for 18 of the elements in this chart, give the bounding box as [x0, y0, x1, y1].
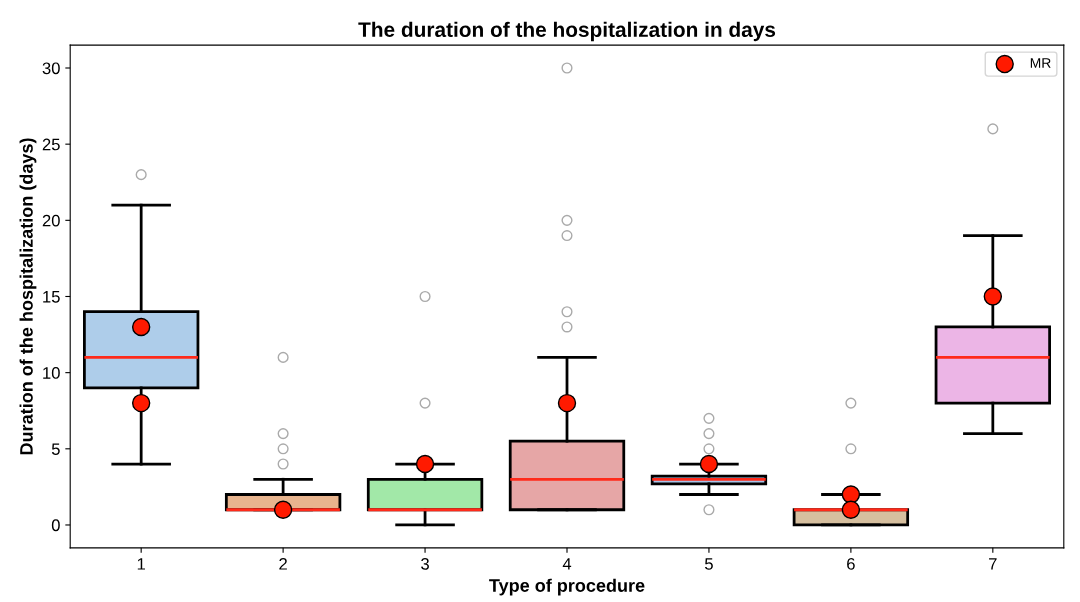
x-tick-label: 3	[421, 557, 429, 570]
x-axis-title: Type of procedure	[489, 578, 645, 596]
x-tick-label: 6	[847, 557, 855, 570]
y-tick-label: 25	[42, 138, 60, 151]
y-tick-label: 30	[42, 62, 60, 75]
y-tick-label: 5	[51, 443, 60, 456]
x-tick-label: 2	[279, 557, 287, 570]
chart-title: The duration of the hospitalization in days	[358, 21, 776, 42]
y-tick-label: 20	[42, 214, 60, 227]
legend-label: MR	[1030, 58, 1051, 68]
y-tick-label: 15	[43, 291, 60, 303]
y-tick-label: 0	[51, 519, 60, 532]
x-tick-label: 5	[704, 558, 713, 570]
y-axis-title: Duration of the hospitalization (days)	[19, 138, 37, 455]
x-tick-label: 7	[989, 558, 997, 570]
y-tick-label: 10	[43, 367, 60, 379]
x-tick-label: 1	[137, 558, 145, 570]
x-tick-label: 4	[562, 558, 572, 570]
